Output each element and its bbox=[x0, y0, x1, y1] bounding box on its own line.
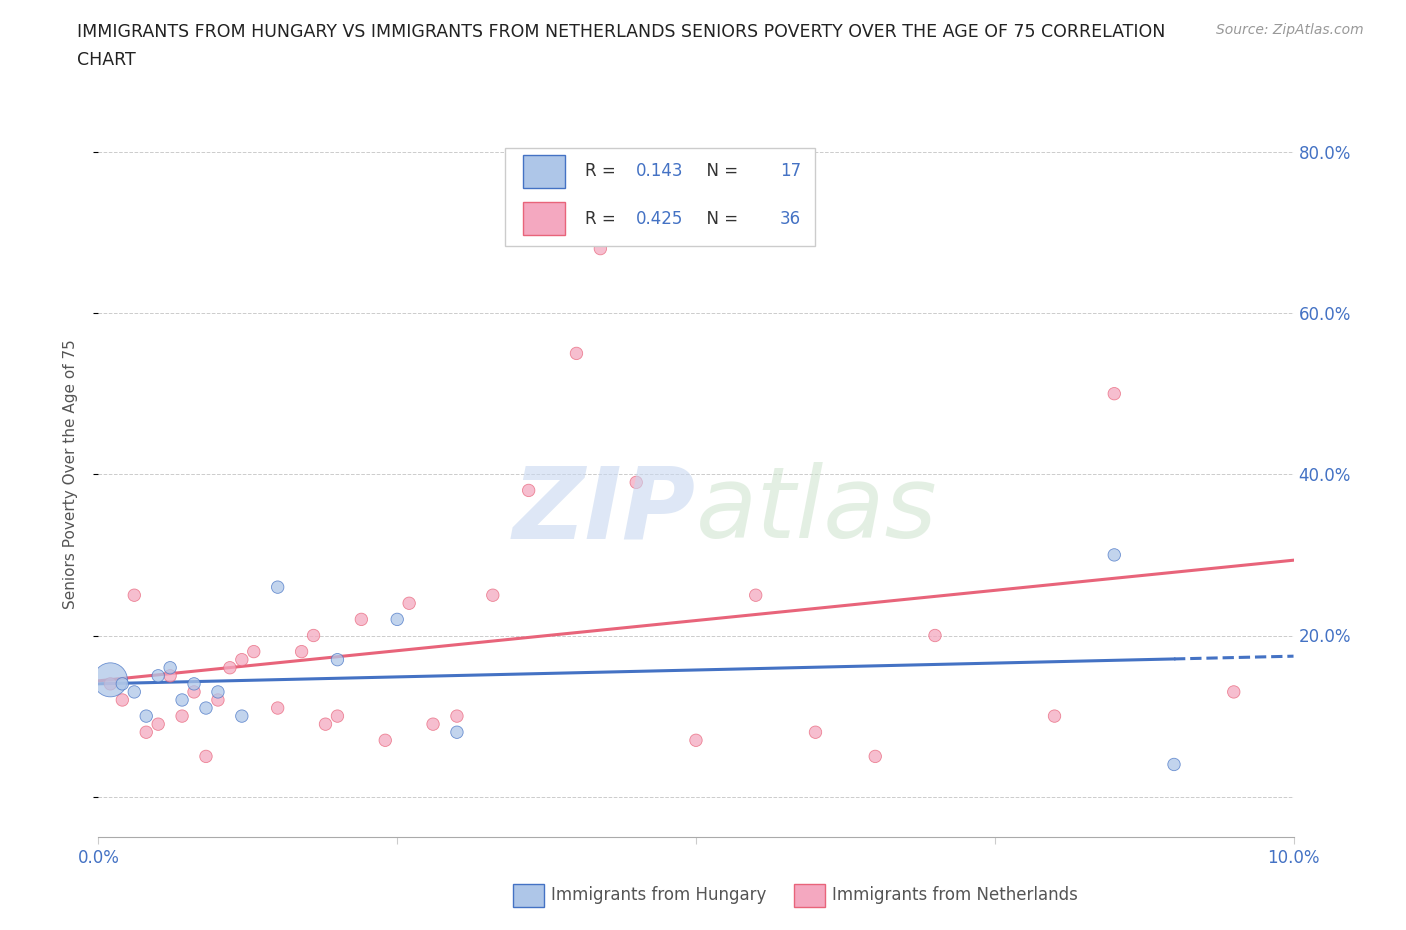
Point bbox=[1223, 684, 1246, 699]
Text: R =: R = bbox=[585, 163, 621, 180]
Point bbox=[159, 660, 181, 675]
Point bbox=[685, 733, 707, 748]
Point bbox=[267, 700, 290, 715]
Point bbox=[446, 724, 468, 739]
Point bbox=[207, 684, 229, 699]
Point bbox=[1043, 709, 1066, 724]
Point bbox=[626, 475, 648, 490]
Point bbox=[1104, 386, 1126, 401]
Point bbox=[148, 717, 170, 732]
Point bbox=[111, 676, 134, 691]
Point bbox=[135, 724, 157, 739]
Point bbox=[111, 693, 134, 708]
Point bbox=[385, 612, 409, 627]
Point bbox=[326, 652, 349, 667]
Text: 0.425: 0.425 bbox=[637, 209, 683, 228]
Point bbox=[326, 709, 349, 724]
Text: 0.143: 0.143 bbox=[637, 163, 683, 180]
Text: N =: N = bbox=[696, 163, 744, 180]
Point bbox=[98, 672, 122, 687]
Point bbox=[1163, 757, 1185, 772]
Text: N =: N = bbox=[696, 209, 744, 228]
Text: Immigrants from Netherlands: Immigrants from Netherlands bbox=[832, 885, 1078, 904]
Point bbox=[374, 733, 396, 748]
Point bbox=[231, 652, 253, 667]
Point bbox=[219, 660, 242, 675]
Point bbox=[159, 669, 181, 684]
FancyBboxPatch shape bbox=[523, 155, 565, 188]
Text: Immigrants from Hungary: Immigrants from Hungary bbox=[551, 885, 766, 904]
Point bbox=[195, 700, 218, 715]
Point bbox=[398, 596, 420, 611]
Point bbox=[172, 709, 194, 724]
Text: CHART: CHART bbox=[77, 51, 136, 69]
Point bbox=[195, 749, 218, 764]
Point bbox=[745, 588, 768, 603]
Text: ZIP: ZIP bbox=[513, 462, 696, 559]
Point bbox=[565, 346, 588, 361]
Point bbox=[422, 717, 444, 732]
Y-axis label: Seniors Poverty Over the Age of 75: Seniors Poverty Over the Age of 75 bbox=[63, 339, 77, 609]
Point bbox=[135, 709, 157, 724]
Text: Source: ZipAtlas.com: Source: ZipAtlas.com bbox=[1216, 23, 1364, 37]
Text: R =: R = bbox=[585, 209, 621, 228]
Text: atlas: atlas bbox=[696, 462, 938, 559]
Point bbox=[924, 628, 946, 643]
Point bbox=[482, 588, 505, 603]
Point bbox=[315, 717, 337, 732]
FancyBboxPatch shape bbox=[523, 203, 565, 235]
FancyBboxPatch shape bbox=[505, 148, 815, 246]
Text: IMMIGRANTS FROM HUNGARY VS IMMIGRANTS FROM NETHERLANDS SENIORS POVERTY OVER THE : IMMIGRANTS FROM HUNGARY VS IMMIGRANTS FR… bbox=[77, 23, 1166, 41]
Point bbox=[124, 684, 146, 699]
Point bbox=[804, 724, 827, 739]
Text: 17: 17 bbox=[780, 163, 801, 180]
Point bbox=[1104, 548, 1126, 563]
Point bbox=[172, 693, 194, 708]
Point bbox=[865, 749, 887, 764]
Text: 36: 36 bbox=[780, 209, 801, 228]
Point bbox=[291, 644, 314, 659]
Point bbox=[350, 612, 373, 627]
Point bbox=[148, 669, 170, 684]
Point bbox=[517, 483, 540, 498]
Point bbox=[267, 579, 290, 594]
Point bbox=[124, 588, 146, 603]
Point bbox=[207, 693, 229, 708]
Point bbox=[446, 709, 468, 724]
Point bbox=[243, 644, 266, 659]
Point bbox=[302, 628, 325, 643]
Point bbox=[183, 684, 205, 699]
Point bbox=[231, 709, 253, 724]
Point bbox=[183, 676, 205, 691]
Point bbox=[589, 241, 612, 256]
Point bbox=[98, 676, 122, 691]
